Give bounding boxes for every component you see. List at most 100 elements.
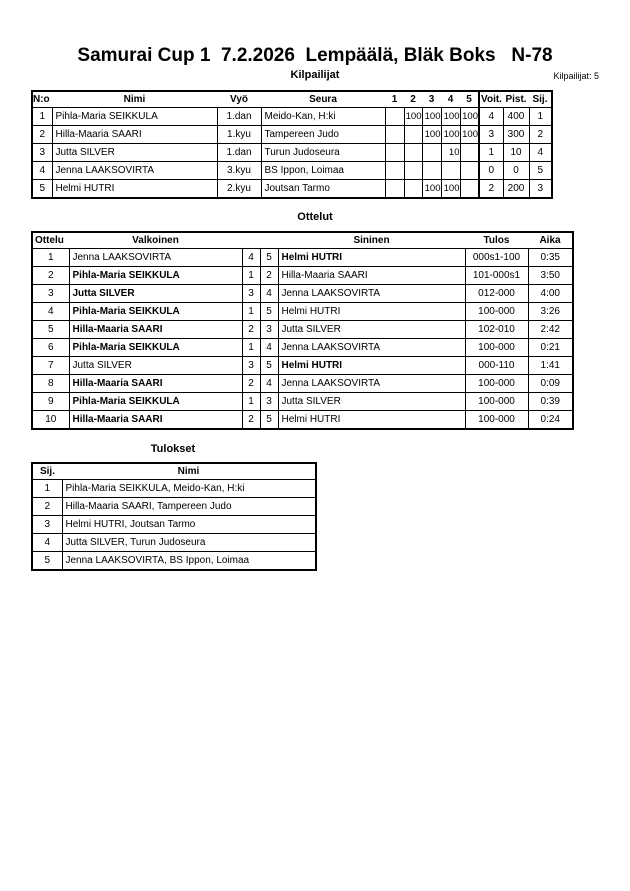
competitor-name: Pihla-Maria SEIKKULA xyxy=(51,107,218,126)
score-cell xyxy=(459,161,480,180)
competitor-points: 300 xyxy=(502,125,530,144)
result-row: 2 Hilla-Maaria SAARI, Tampereen Judo xyxy=(31,497,317,516)
match-time: 0:39 xyxy=(527,392,574,411)
match-time: 3:50 xyxy=(527,266,574,285)
score-cell: 100 xyxy=(403,107,423,126)
score-cell xyxy=(403,179,423,199)
match-number: 2 xyxy=(31,266,70,285)
column-header: Sij. xyxy=(529,90,552,108)
competitor-belt: 3.kyu xyxy=(216,161,262,180)
score-cell xyxy=(421,143,442,162)
competitor-club: Tampereen Judo xyxy=(260,125,386,144)
competitor-row: 4 Jenna LAAKSOVIRTA 3.kyu BS Ippon, Loimaa 0… xyxy=(31,161,553,180)
match-row: 7 Jutta SILVER 3 5 Helmi HUTRI 000-110 1:41 xyxy=(31,356,574,375)
competitors-count: Kilpailijat: 5 xyxy=(553,71,599,81)
competitor-club: Joutsan Tarmo xyxy=(260,179,386,199)
match-time: 0:35 xyxy=(527,248,574,267)
competitor-wins: 3 xyxy=(478,125,504,144)
competitor-belt: 1.dan xyxy=(216,143,262,162)
column-header: N:o xyxy=(32,90,52,108)
blue-competitor: Hilla-Maaria SAARI xyxy=(277,266,466,285)
match-row: 5 Hilla-Maaria SAARI 2 3 Jutta SILVER 102-010… xyxy=(31,320,574,339)
match-time: 1:41 xyxy=(527,356,574,375)
competitor-rank: 1 xyxy=(528,107,553,126)
match-result: 100-000 xyxy=(464,410,529,430)
competitor-name: Helmi HUTRI xyxy=(51,179,218,199)
column-header: Voit. xyxy=(478,90,503,108)
blue-competitor: Jenna LAAKSOVIRTA xyxy=(277,338,466,357)
result-rank: 4 xyxy=(31,533,63,552)
match-time: 0:09 xyxy=(527,374,574,393)
result-name: Pihla-Maria SEIKKULA, Meido-Kan, H:ki xyxy=(61,479,317,498)
competitor-points: 400 xyxy=(502,107,530,126)
score-cell xyxy=(384,107,405,126)
result-row: 4 Jutta SILVER, Turun Judoseura xyxy=(31,533,317,552)
white-competitor: Pihla-Maria SEIKKULA xyxy=(68,302,243,321)
blue-number: 5 xyxy=(259,356,279,375)
match-result: 100-000 xyxy=(464,338,529,357)
blue-competitor: Jutta SILVER xyxy=(277,320,466,339)
blue-competitor: Helmi HUTRI xyxy=(277,410,466,430)
score-cell xyxy=(384,125,405,144)
result-name: Hilla-Maaria SAARI, Tampereen Judo xyxy=(61,497,317,516)
white-number: 1 xyxy=(241,338,261,357)
column-header: Sininen xyxy=(278,231,465,249)
competitor-number: 3 xyxy=(31,143,53,162)
column-header: Pist. xyxy=(503,90,529,108)
result-rank: 5 xyxy=(31,551,63,571)
match-result: 102-010 xyxy=(464,320,529,339)
score-cell xyxy=(403,161,423,180)
score-cell xyxy=(421,161,442,180)
blue-number: 3 xyxy=(259,320,279,339)
competitor-wins: 2 xyxy=(478,179,504,199)
column-header: Valkoinen xyxy=(69,231,242,249)
column-header: Vyö xyxy=(217,90,261,108)
result-row: 5 Jenna LAAKSOVIRTA, BS Ippon, Loimaa xyxy=(31,551,317,571)
competitor-club: Turun Judoseura xyxy=(260,143,386,162)
results-heading: Tulokset xyxy=(150,443,196,455)
white-number: 3 xyxy=(241,284,261,303)
blue-competitor: Jenna LAAKSOVIRTA xyxy=(277,374,466,393)
match-result: 100-000 xyxy=(464,392,529,411)
competitor-rank: 2 xyxy=(528,125,553,144)
blue-number: 3 xyxy=(259,392,279,411)
column-header: Tulos xyxy=(465,231,528,249)
competitor-belt: 1.kyu xyxy=(216,125,262,144)
competitors-table: N:o Nimi Vyö Seura 1 2 3 4 5 Voit. Pist. Sij. 1 Pihl… xyxy=(31,90,553,199)
white-competitor: Pihla-Maria SEIKKULA xyxy=(68,266,243,285)
match-time: 4:00 xyxy=(527,284,574,303)
white-number: 2 xyxy=(241,410,261,430)
column-header: Nimi xyxy=(62,462,316,480)
match-number: 1 xyxy=(31,248,70,267)
score-cell xyxy=(459,143,480,162)
competitor-name: Hilla-Maaria SAARI xyxy=(51,125,218,144)
column-header: 3 xyxy=(422,90,441,108)
white-number: 1 xyxy=(241,392,261,411)
column-header: Nimi xyxy=(52,90,217,108)
match-number: 4 xyxy=(31,302,70,321)
score-cell: 100 xyxy=(421,125,442,144)
match-result: 100-000 xyxy=(464,302,529,321)
score-cell: 100 xyxy=(440,107,461,126)
white-number: 2 xyxy=(241,374,261,393)
white-number: 4 xyxy=(241,248,261,267)
match-result: 100-000 xyxy=(464,374,529,393)
competitor-points: 200 xyxy=(502,179,530,199)
header-spacer xyxy=(242,231,278,249)
match-result: 000s1-100 xyxy=(464,248,529,267)
score-cell xyxy=(403,143,423,162)
page-title: Samurai Cup 1 7.2.2026 Lempäälä, Bläk Bo… xyxy=(77,45,553,66)
competitor-row: 2 Hilla-Maaria SAARI 1.kyu Tampereen Judo 10… xyxy=(31,125,553,144)
matches-table: Ottelu Valkoinen Sininen Tulos Aika 1 Jenna L… xyxy=(31,231,574,430)
competitor-points: 10 xyxy=(502,143,530,162)
score-cell xyxy=(440,161,461,180)
white-number: 1 xyxy=(241,302,261,321)
score-cell xyxy=(384,161,405,180)
result-name: Jutta SILVER, Turun Judoseura xyxy=(61,533,317,552)
match-result: 000-110 xyxy=(464,356,529,375)
blue-competitor: Helmi HUTRI xyxy=(277,302,466,321)
blue-number: 4 xyxy=(259,338,279,357)
white-number: 3 xyxy=(241,356,261,375)
match-number: 10 xyxy=(31,410,70,430)
score-cell: 100 xyxy=(459,107,480,126)
